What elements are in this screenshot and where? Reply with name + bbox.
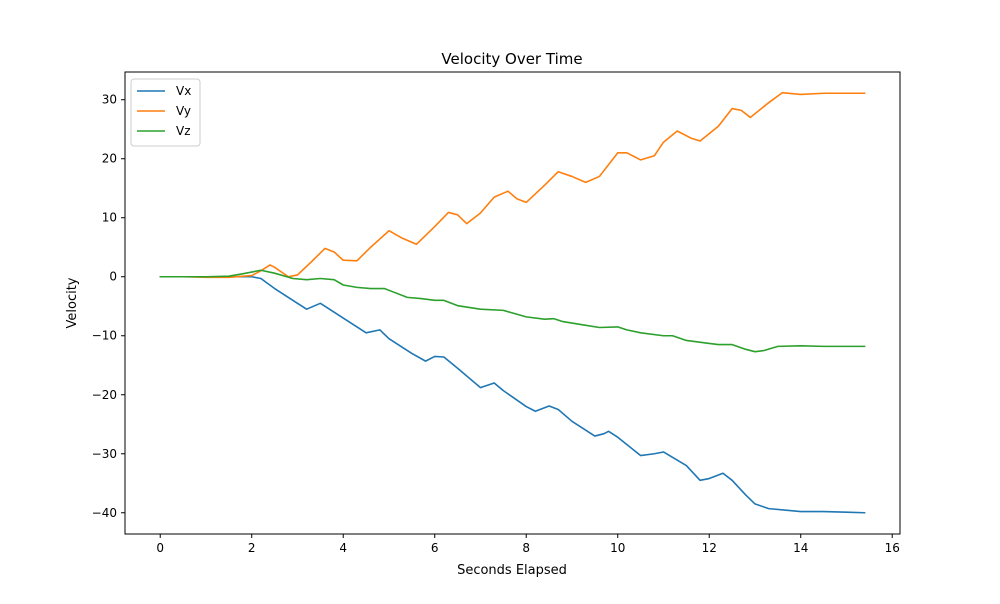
x-tick-label: 4 (339, 541, 347, 555)
series-line-vx (159, 275, 866, 514)
plot-area (159, 91, 866, 514)
legend-frame (130, 78, 201, 147)
x-axis-label: Seconds Elapsed (457, 563, 567, 578)
chart-title: Velocity Over Time (441, 50, 582, 68)
y-tick-label: −10 (92, 329, 117, 343)
y-tick-label: 10 (102, 211, 117, 225)
series-line-vz (159, 269, 866, 353)
legend-items: Vx Vy Vz (137, 84, 191, 138)
y-axis-label: Velocity (65, 277, 80, 328)
x-tick-label: 12 (702, 541, 717, 555)
y-tick-label: 30 (102, 93, 117, 107)
x-tick-label: 14 (793, 541, 808, 555)
x-tick-label: 2 (248, 541, 256, 555)
y-tick-label: 20 (102, 152, 117, 166)
legend-label-vx: Vx (176, 84, 191, 98)
x-axis: 0 2 4 6 8 10 12 14 16 (156, 534, 900, 555)
series-line-vy (159, 91, 866, 279)
y-axis: −40 −30 −20 −10 0 10 20 30 (92, 93, 125, 520)
x-tick-label: 0 (156, 541, 164, 555)
x-tick-label: 16 (885, 541, 900, 555)
legend-label-vy: Vy (176, 104, 191, 118)
y-tick-label: 0 (109, 270, 117, 284)
plot-frame (124, 71, 901, 535)
x-tick-label: 10 (610, 541, 625, 555)
x-tick-label: 6 (431, 541, 439, 555)
y-tick-label: −20 (92, 388, 117, 402)
y-tick-label: −30 (92, 447, 117, 461)
legend-label-vz: Vz (176, 124, 191, 138)
legend: Vx Vy Vz (130, 78, 201, 147)
x-tick-label: 8 (522, 541, 530, 555)
y-tick-label: −40 (92, 506, 117, 520)
